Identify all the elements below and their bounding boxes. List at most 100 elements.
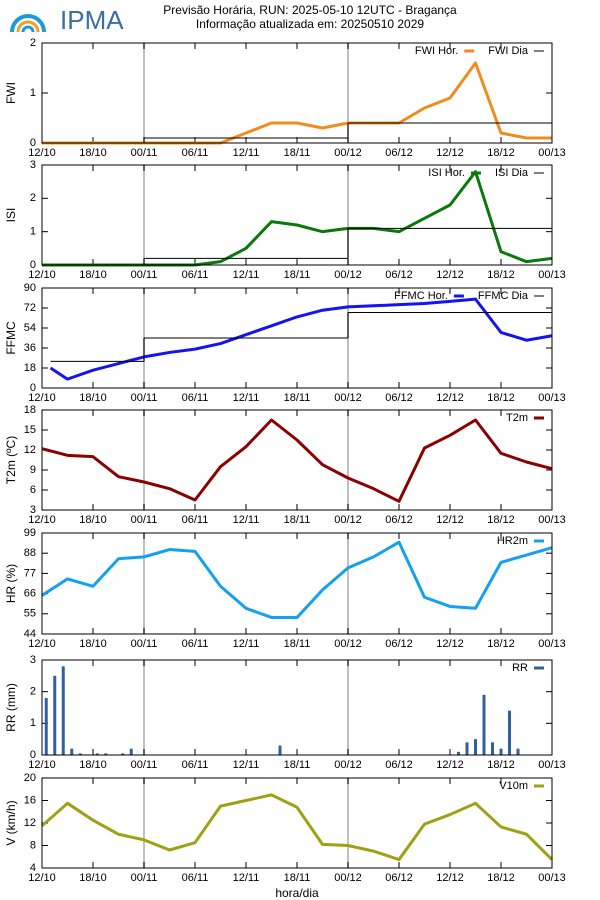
y-tick-label: 6 [30, 484, 36, 496]
x-tick-label: 18/10 [79, 514, 107, 526]
x-tick-label: 18/12 [487, 872, 515, 884]
y-tick-label: 0 [30, 382, 36, 394]
legend-label: T2m [506, 412, 528, 424]
x-tick-label: 06/11 [182, 638, 209, 650]
x-tick-label: 12/10 [28, 392, 56, 404]
x-tick-label: 06/12 [385, 147, 413, 159]
y-tick-label: 77 [24, 567, 36, 579]
x-tick-label: 00/12 [334, 514, 362, 526]
legend-label: HR2m [497, 535, 528, 547]
y-tick-label: 2 [30, 192, 36, 204]
panel: 4 8 12 16 20 12/10 18/10 00/11 06/11 12/11 18/11 00… [4, 772, 566, 884]
x-tick-label: 00/13 [538, 392, 566, 404]
x-tick-label: 18/10 [79, 147, 107, 159]
x-tick-label: 06/12 [385, 638, 413, 650]
x-tick-label: 18/10 [79, 638, 107, 650]
x-tick-label: 00/11 [131, 759, 158, 771]
line [41, 540, 553, 619]
x-tick-label: 06/12 [385, 392, 413, 404]
y-tick-label: 36 [24, 342, 36, 354]
line [41, 418, 553, 503]
y-tick-label: 66 [24, 588, 36, 600]
x-tick-label: 00/12 [334, 759, 362, 771]
x-tick-label: 06/11 [182, 514, 209, 526]
y-tick-label: 12 [24, 444, 36, 456]
y-tick-label: 12 [24, 817, 36, 829]
plot-frame [41, 287, 553, 389]
x-tick-label: 12/12 [436, 872, 464, 884]
bar [465, 742, 469, 755]
y-axis-label: FWI [4, 82, 18, 104]
x-tick-label: 12/11 [233, 759, 260, 771]
x-tick-label: 00/11 [131, 872, 158, 884]
x-tick-label: 12/11 [233, 392, 260, 404]
bar [78, 753, 82, 755]
legend-label: ISI Dia [495, 167, 529, 179]
x-tick-label: 18/12 [487, 759, 515, 771]
x-tick-label: 00/13 [538, 759, 566, 771]
x-tick-label: 00/13 [538, 514, 566, 526]
x-tick-label: 18/10 [79, 872, 107, 884]
y-tick-label: 2 [30, 37, 36, 49]
y-tick-label: 3 [30, 654, 36, 666]
x-tick-label: 18/10 [79, 269, 107, 281]
plot-frame [41, 777, 553, 869]
bar [474, 739, 477, 755]
x-tick-label: 06/12 [385, 872, 413, 884]
x-tick-label: 18/12 [487, 638, 515, 650]
subtitle: Informação atualizada em: 20250510 2029 [196, 17, 424, 31]
x-tick-label: 12/10 [28, 147, 56, 159]
x-tick-label: 06/11 [182, 759, 209, 771]
panel: 0 18 36 54 72 90 12/10 18/10 00/11 06/11 12/11 18/1… [4, 282, 566, 404]
y-tick-label: 0 [30, 749, 36, 761]
x-tick-label: 00/13 [538, 147, 566, 159]
bar [129, 748, 133, 755]
logo: IPMA [10, 5, 124, 35]
x-tick-label: 12/10 [28, 759, 56, 771]
panel: 0 1 2 3 12/10 18/10 00/11 06/11 12/11 18/11 00/12 0… [4, 654, 566, 771]
x-tick-label: 00/12 [334, 147, 362, 159]
x-tick-label: 00/12 [334, 269, 362, 281]
x-tick-label: 12/10 [28, 269, 56, 281]
x-tick-label: 18/11 [284, 872, 311, 884]
x-axis-label: hora/dia [275, 886, 319, 900]
y-tick-label: 1 [30, 717, 36, 729]
y-axis-label: FFMC [4, 321, 18, 355]
y-tick-label: 9 [30, 464, 36, 476]
y-tick-label: 4 [30, 862, 36, 874]
bar [457, 751, 460, 755]
bar [491, 742, 494, 755]
y-tick-label: 18 [24, 404, 36, 416]
y-tick-label: 90 [24, 282, 36, 294]
x-tick-label: 00/12 [334, 392, 362, 404]
y-tick-label: 72 [24, 302, 36, 314]
x-tick-label: 12/11 [233, 269, 260, 281]
bar [70, 748, 74, 755]
line [42, 61, 552, 145]
x-tick-label: 18/12 [487, 147, 515, 159]
x-tick-label: 06/12 [385, 269, 413, 281]
x-tick-label: 18/11 [284, 269, 311, 281]
y-tick-label: 2 [30, 686, 36, 698]
logo-arc [21, 25, 35, 33]
x-tick-label: 18/11 [284, 759, 311, 771]
x-tick-label: 00/13 [538, 269, 566, 281]
title: Previsão Horária, RUN: 2025-05-10 12UTC … [163, 3, 457, 17]
y-tick-label: 99 [24, 527, 36, 539]
bar [121, 753, 125, 755]
x-tick-label: 12/11 [233, 638, 260, 650]
x-tick-label: 12/11 [233, 872, 260, 884]
x-tick-label: 12/12 [436, 392, 464, 404]
x-tick-label: 12/12 [436, 514, 464, 526]
x-tick-label: 06/11 [182, 269, 209, 281]
x-tick-label: 00/11 [131, 638, 158, 650]
y-tick-label: 0 [30, 137, 36, 149]
x-tick-label: 00/11 [131, 147, 158, 159]
x-tick-label: 06/11 [182, 872, 209, 884]
bar [53, 675, 57, 755]
x-tick-label: 00/12 [334, 638, 362, 650]
bar [499, 748, 503, 755]
x-tick-label: 12/12 [436, 759, 464, 771]
legend-label: FWI Hor. [415, 45, 458, 57]
x-tick-label: 12/10 [28, 514, 56, 526]
